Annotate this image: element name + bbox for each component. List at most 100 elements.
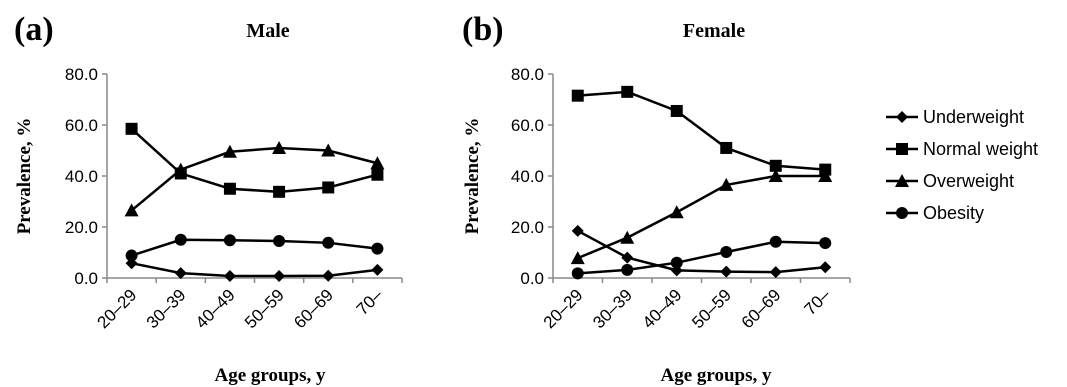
series-line <box>131 261 378 278</box>
legend-item: Normal weight <box>886 139 1038 159</box>
series-obesity <box>571 235 832 280</box>
legend-item: Obesity <box>886 203 984 223</box>
data-point-triangle <box>124 203 139 217</box>
y-tick-label: 40.0 <box>511 167 544 186</box>
data-point-diamond <box>273 269 286 282</box>
data-point-square <box>371 168 384 181</box>
series-overweight <box>570 169 833 265</box>
data-point-diamond <box>720 265 733 278</box>
data-point-diamond <box>621 251 634 264</box>
series-overweight <box>124 140 385 217</box>
data-point-square <box>571 89 584 102</box>
data-point-square <box>670 104 683 117</box>
legend-marker-diamond <box>896 111 908 123</box>
data-point-triangle <box>570 251 585 265</box>
data-point-diamond <box>819 261 832 274</box>
series-line <box>577 240 826 275</box>
y-tick-label: 20.0 <box>65 218 98 237</box>
series-line <box>130 127 378 194</box>
legend-label: Overweight <box>923 171 1014 191</box>
data-point-square <box>125 122 138 135</box>
chart-title: Male <box>246 20 289 42</box>
series-line <box>577 229 826 274</box>
data-point-circle <box>223 234 236 247</box>
legend-item: Overweight <box>886 171 1014 191</box>
data-point-triangle <box>321 143 336 157</box>
y-tick-label: 80.0 <box>511 65 544 84</box>
legend-label: Normal weight <box>923 139 1038 159</box>
data-point-square <box>720 141 733 154</box>
legend-item: Underweight <box>886 107 1024 127</box>
data-point-triangle <box>272 140 287 154</box>
x-tick-label: 70– <box>353 285 387 319</box>
y-tick-label: 40.0 <box>65 167 98 186</box>
data-point-square <box>769 159 782 172</box>
x-tick-label: 60–69 <box>290 285 337 332</box>
y-tick-label: 0.0 <box>520 269 544 288</box>
y-tick-label: 20.0 <box>511 218 544 237</box>
data-point-square <box>273 185 286 198</box>
legend-marker-circle <box>896 207 908 219</box>
data-point-circle <box>273 235 286 248</box>
series-line <box>577 174 826 260</box>
series-line <box>131 238 378 257</box>
legend-marker-triangle <box>895 174 909 187</box>
y-tick-label: 0.0 <box>74 269 98 288</box>
y-tick-label: 60.0 <box>65 116 98 135</box>
data-point-diamond <box>571 224 584 237</box>
x-tick-label: 40–49 <box>192 285 239 332</box>
x-tick-label: 50–59 <box>241 285 288 332</box>
data-point-circle <box>769 235 782 248</box>
legend-label: Obesity <box>923 203 984 223</box>
data-point-circle <box>571 267 584 280</box>
panel-label: (b) <box>462 11 504 48</box>
x-tick-label: 30–39 <box>143 285 190 332</box>
data-point-triangle <box>222 144 237 158</box>
data-point-circle <box>670 256 683 269</box>
data-point-circle <box>819 237 832 250</box>
series-normal-weight <box>125 122 384 198</box>
x-tick-label: 50–59 <box>688 285 735 332</box>
chart-title: Female <box>683 20 745 42</box>
series-line <box>577 90 826 171</box>
data-point-triangle <box>669 205 684 219</box>
x-tick-label: 20–29 <box>540 285 587 332</box>
data-point-triangle <box>620 230 635 244</box>
panel-a: (a) Male 0.0 20.0 40.0 60.0 80.0 20–29 30–39 40–4… <box>14 11 403 386</box>
data-point-triangle <box>370 156 385 170</box>
data-point-circle <box>371 242 384 255</box>
data-point-diamond <box>174 267 187 280</box>
y-axis-title: Prevalence, % <box>14 118 35 235</box>
panel-label: (a) <box>14 11 54 48</box>
data-point-circle <box>621 263 634 276</box>
data-point-circle <box>720 245 733 258</box>
data-point-triangle <box>768 169 783 182</box>
x-tick-label: 60–69 <box>738 285 785 332</box>
x-axis-title: Age groups, y <box>660 365 772 386</box>
data-point-diamond <box>371 263 384 276</box>
data-point-triangle <box>719 177 734 191</box>
data-point-diamond <box>322 269 335 282</box>
legend: Underweight Normal weight Overweight Obesit… <box>886 107 1038 223</box>
series-normal-weight <box>571 85 832 176</box>
legend-label: Underweight <box>923 107 1024 127</box>
panel-b: (b) Female 0.0 20.0 40.0 60.0 80.0 20–29 30–39 40… <box>462 11 851 386</box>
x-tick-label: 70– <box>801 285 835 319</box>
series-line <box>130 146 378 212</box>
y-tick-label: 60.0 <box>511 116 544 135</box>
data-point-square <box>621 85 634 98</box>
x-tick-label: 40–49 <box>639 285 686 332</box>
data-point-square <box>223 182 236 195</box>
data-point-triangle <box>818 169 833 182</box>
data-point-circle <box>174 233 187 246</box>
y-axis-title: Prevalence, % <box>462 118 483 235</box>
series-underweight <box>571 224 832 279</box>
data-point-circle <box>125 249 138 262</box>
legend-marker-square <box>896 143 908 155</box>
data-point-circle <box>322 236 335 249</box>
data-point-diamond <box>769 266 782 279</box>
data-point-triangle <box>173 162 188 176</box>
x-axis-title: Age groups, y <box>214 365 326 386</box>
series-obesity <box>125 233 384 262</box>
